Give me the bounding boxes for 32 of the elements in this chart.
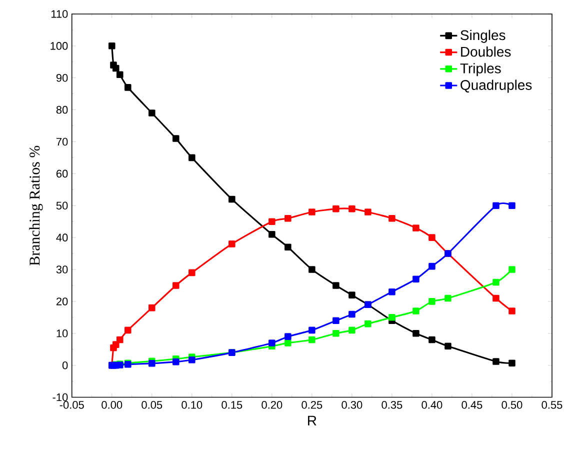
y-tick-label: 20 bbox=[56, 297, 68, 306]
x-tick-label: -0.05 bbox=[60, 400, 84, 409]
x-tick-label: 0.00 bbox=[102, 400, 122, 409]
legend-label: Triples bbox=[460, 63, 501, 76]
x-tick-label: 0.15 bbox=[222, 400, 242, 409]
y-tick-label: 110 bbox=[51, 10, 68, 18]
x-tick-label: 0.10 bbox=[182, 400, 202, 409]
x-tick-label: 0.50 bbox=[502, 400, 522, 409]
x-tick-label: 0.20 bbox=[262, 400, 282, 409]
y-tick-label: 0 bbox=[62, 361, 68, 370]
y-tick-label: -10 bbox=[52, 393, 68, 402]
y-tick-label: 100 bbox=[50, 42, 68, 50]
legend-label: Quadruples bbox=[460, 80, 532, 93]
y-tick-label: 40 bbox=[56, 234, 68, 242]
legend-label: Doubles bbox=[461, 46, 511, 57]
x-tick-label: 0.35 bbox=[382, 400, 402, 409]
y-tick-label: 50 bbox=[56, 202, 68, 210]
x-tick-label: 0.45 bbox=[462, 400, 482, 409]
y-tick-label: 90 bbox=[56, 74, 68, 82]
x-axis-title: R bbox=[308, 416, 316, 426]
x-tick-label: 0.25 bbox=[302, 400, 322, 409]
y-tick-label: 70 bbox=[56, 138, 68, 146]
y-axis-title: Branching Ratios % bbox=[29, 146, 43, 266]
y-tick-label: 10 bbox=[56, 329, 68, 338]
y-tick-label: 60 bbox=[56, 170, 68, 178]
legend-label: Singles bbox=[460, 30, 506, 43]
x-tick-label: 0.55 bbox=[542, 400, 562, 409]
y-tick-label: 30 bbox=[56, 266, 68, 274]
x-tick-label: 0.30 bbox=[342, 400, 362, 409]
y-tick-label: 80 bbox=[56, 106, 68, 114]
x-tick-label: 0.05 bbox=[142, 400, 162, 409]
x-tick-label: 0.40 bbox=[422, 400, 442, 409]
